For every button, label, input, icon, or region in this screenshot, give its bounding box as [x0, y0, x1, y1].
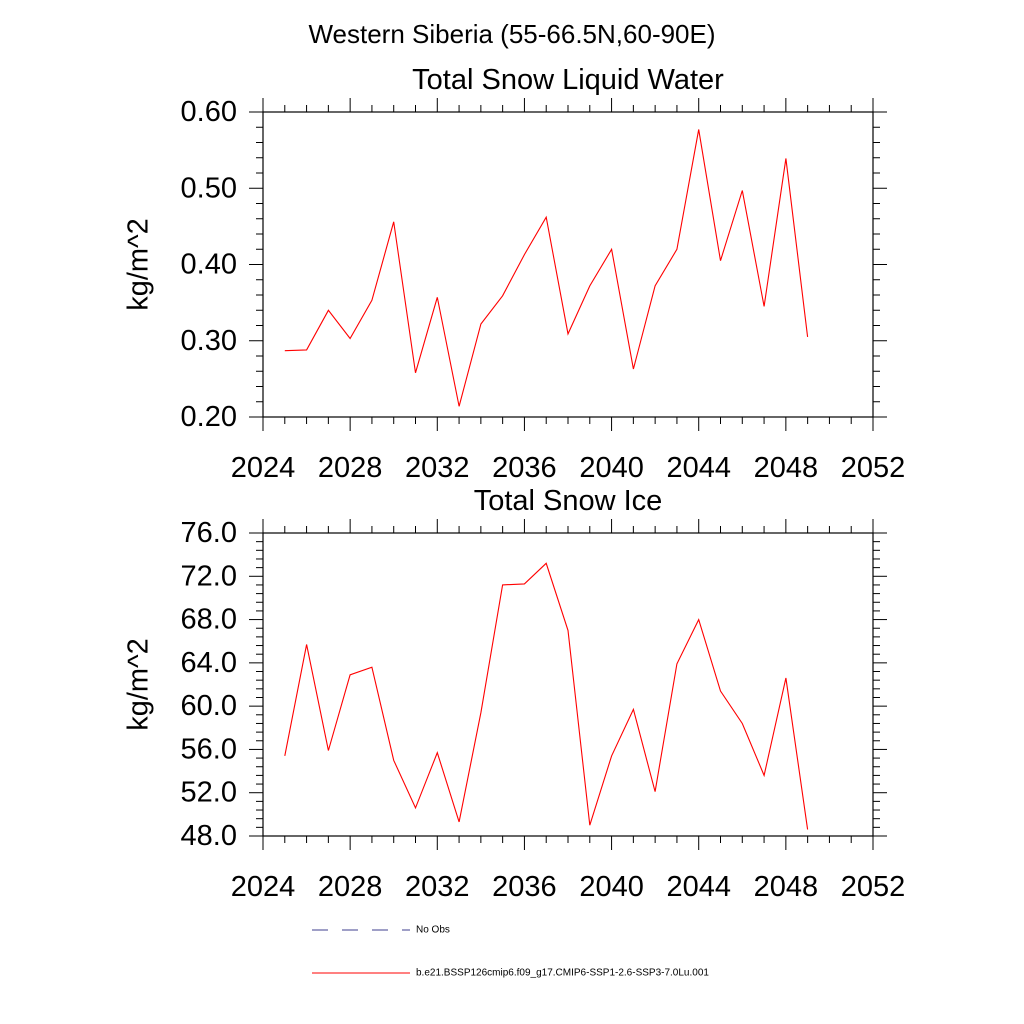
x-tick-label: 2024 — [231, 452, 296, 484]
y-tick-label: 0.50 — [181, 172, 237, 204]
legend-label-2: b.e21.BSSP126cmip6.f09_g17.CMIP6-SSP1-2.… — [416, 968, 709, 979]
y-axis-label: kg/m^2 — [123, 638, 155, 731]
x-tick-label: 2040 — [579, 871, 644, 903]
x-tick-label: 2032 — [405, 871, 470, 903]
x-tick-label: 2052 — [841, 452, 906, 484]
chart-title: Total Snow Ice — [474, 485, 663, 517]
chart-panel-2: Total Snow Ice kg/m^2 2024 2028 2032 2036 2040… — [123, 485, 906, 903]
legend: No Obs b.e21.BSSP126cmip6.f09_g17.CMIP6-S… — [312, 925, 709, 979]
x-tick-label: 2032 — [405, 452, 470, 484]
y-tick-label: 64.0 — [181, 647, 237, 679]
x-tick-label: 2052 — [841, 871, 906, 903]
ticks: 2024 2028 2032 2036 2040 2044 2048 2052 48.0 52.0… — [181, 517, 906, 903]
x-tick-label: 2036 — [492, 452, 557, 484]
y-tick-label: 0.60 — [181, 96, 237, 128]
legend-label-1: No Obs — [416, 925, 450, 936]
y-tick-label: 68.0 — [181, 604, 237, 636]
x-tick-label: 2044 — [666, 871, 731, 903]
y-axis-label: kg/m^2 — [123, 218, 155, 311]
x-tick-label: 2028 — [318, 871, 383, 903]
x-tick-label: 2048 — [754, 871, 819, 903]
y-tick-label: 76.0 — [181, 517, 237, 549]
y-tick-label: 52.0 — [181, 777, 237, 809]
y-tick-label: 0.30 — [181, 325, 237, 357]
x-tick-label: 2040 — [579, 452, 644, 484]
x-tick-label: 2024 — [231, 871, 296, 903]
chart-panels: Total Snow Liquid Water kg/m^2 2024 2028 203… — [123, 64, 906, 903]
y-tick-label: 56.0 — [181, 733, 237, 765]
y-tick-label: 48.0 — [181, 820, 237, 852]
x-tick-label: 2048 — [754, 452, 819, 484]
y-tick-label: 72.0 — [181, 560, 237, 592]
chart-panel-1: Total Snow Liquid Water kg/m^2 2024 2028 203… — [123, 64, 906, 484]
ticks: 2024 2028 2032 2036 2040 2044 2048 2052 0.20 0.30… — [181, 96, 906, 484]
plot-frame — [262, 532, 874, 837]
chart-title: Total Snow Liquid Water — [412, 64, 724, 96]
plot-frame — [262, 111, 874, 418]
series-line-1 — [284, 129, 809, 407]
y-tick-label: 0.40 — [181, 249, 237, 281]
y-tick-label: 60.0 — [181, 690, 237, 722]
x-tick-label: 2044 — [666, 452, 731, 484]
series-line-1 — [284, 562, 809, 830]
y-tick-label: 0.20 — [181, 401, 237, 433]
figure-suptitle: Western Siberia (55-66.5N,60-90E) — [308, 19, 715, 49]
x-tick-label: 2028 — [318, 452, 383, 484]
x-tick-label: 2036 — [492, 871, 557, 903]
